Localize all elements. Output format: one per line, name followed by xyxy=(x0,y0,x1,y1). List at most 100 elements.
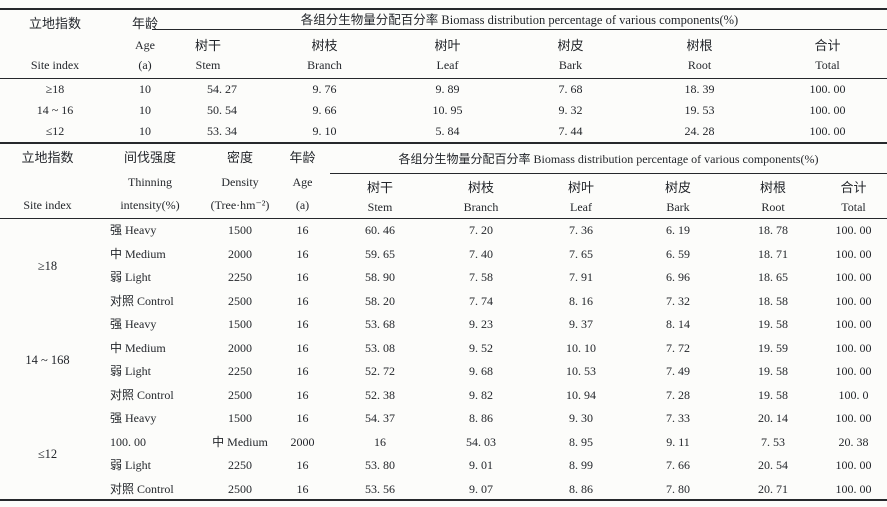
stem-value-cell: 52. 72 xyxy=(365,364,395,378)
stem-label-zh: 树干 xyxy=(194,37,221,53)
density-cell: 1500 xyxy=(228,411,252,425)
site-index-cell: 14 ~ 16 xyxy=(36,103,74,117)
total-value-cell: 100. 00 xyxy=(835,340,872,355)
branch-value-cell: 7. 58 xyxy=(469,270,493,284)
site-index-label-zh: 立地指数 xyxy=(28,16,81,31)
age-cell: 16 xyxy=(296,223,309,237)
table-row: ≥18 10 54. 27 9. 76 9. 89 7. 68 18. 39 1… xyxy=(0,79,887,100)
root-label-zh: 树根 xyxy=(759,179,786,195)
root-value-cell: 20. 71 xyxy=(758,481,788,496)
biomass-distribution-table: 立地指数 Site index 年龄 Age (a) 各组分生物量分配百分率 B… xyxy=(0,8,887,501)
leaf-value-cell: 9. 37 xyxy=(569,317,593,331)
bark-value-cell: 7. 32 xyxy=(666,293,690,308)
table-row: 14 ~ 16 10 50. 54 9. 66 10. 95 9. 32 19.… xyxy=(0,100,887,121)
table1-col-header-root: 树根 Root xyxy=(631,30,768,78)
total-value-cell: 100. 0 xyxy=(838,387,869,402)
age-cell: 16 xyxy=(296,458,309,472)
branch-value-cell: 7. 40 xyxy=(469,246,493,261)
bark-value-cell: 6. 96 xyxy=(666,270,690,284)
age-cell: 16 xyxy=(296,317,309,331)
density-cell: 2250 xyxy=(228,270,252,284)
age-cell: 10 xyxy=(139,124,151,138)
density-cell-misaligned: 中 Medium xyxy=(212,434,268,449)
stem-value-cell: 52. 38 xyxy=(365,387,395,402)
site-index-label-en: Site index xyxy=(30,58,80,72)
total-label-en: Total xyxy=(841,199,866,214)
total-value-cell: 100. 00 xyxy=(835,223,872,237)
root-value-cell: 19. 58 xyxy=(758,364,788,378)
site-group-14-168: 14 ~ 168 强 Heavy 1500 16 53. 68 9. 23 9.… xyxy=(0,313,887,407)
table2-col-header-site-index: 立地指数 Site index xyxy=(0,144,95,218)
table1-col-header-age: 年龄 Age (a) xyxy=(110,10,180,78)
table1-biomass-span-title: 各组分生物量分配百分率 Biomass distribution percent… xyxy=(152,10,887,30)
age-cell: 16 xyxy=(296,270,309,284)
table1-biomass-span-header: 各组分生物量分配百分率 Biomass distribution percent… xyxy=(152,10,887,78)
table2-col-header-total: 合计 Total xyxy=(820,174,887,218)
table2-col-header-leaf: 树叶 Leaf xyxy=(532,174,630,218)
total-value-cell: 100. 00 xyxy=(809,103,846,117)
branch-value-cell: 7. 74 xyxy=(469,293,493,308)
age-label-zh: 年龄 xyxy=(289,150,316,165)
site-index-cell: ≤12 xyxy=(45,124,65,138)
leaf-value-cell: 7. 65 xyxy=(569,246,593,261)
leaf-value-cell: 7. 36 xyxy=(569,223,593,237)
root-label-en: Root xyxy=(687,57,712,72)
table1-component-headers: 树干 Stem 树枝 Branch 树叶 Leaf 树皮 Bark 树根 R xyxy=(152,30,887,78)
age-cell: 10 xyxy=(139,82,151,96)
table2-header: 立地指数 Site index 间伐强度 Thinning intensity(… xyxy=(0,144,887,219)
table1-col-header-stem: 树干 Stem xyxy=(152,30,264,78)
site-index-cell: ≤12 xyxy=(37,446,58,461)
age-label-en: Age xyxy=(292,174,313,189)
branch-value-cell: 9. 76 xyxy=(312,82,337,96)
bark-value-cell: 9. 32 xyxy=(558,103,583,117)
table1-col-header-site-index: 立地指数 Site index xyxy=(0,10,110,78)
root-value-cell: 20. 54 xyxy=(758,458,788,472)
table2-body: ≥18 强 Heavy 1500 16 60. 46 7. 20 7. 36 6… xyxy=(0,219,887,501)
density-cell: 2000 xyxy=(228,246,252,261)
site-group-ge18: ≥18 强 Heavy 1500 16 60. 46 7. 20 7. 36 6… xyxy=(0,219,887,313)
stem-label-en: Stem xyxy=(367,199,393,214)
thinning-cell: 强 Heavy xyxy=(110,223,157,237)
leaf-value-cell: 8. 86 xyxy=(569,481,593,496)
age-cell: 16 xyxy=(296,293,309,308)
stem-value-cell: 58. 90 xyxy=(365,270,395,284)
root-value-cell: 20. 14 xyxy=(758,411,788,425)
table2-component-headers: 树干 Stem 树枝 Branch 树叶 Leaf 树皮 Bark 树根 R xyxy=(330,174,887,218)
leaf-label-zh: 树叶 xyxy=(434,37,461,53)
leaf-value-cell: 10. 94 xyxy=(566,387,596,402)
root-value-cell: 24. 28 xyxy=(684,124,715,138)
bark-value-cell: 8. 14 xyxy=(666,317,690,331)
bark-label-zh: 树皮 xyxy=(557,37,584,53)
bark-value-cell: 7. 72 xyxy=(666,340,690,355)
table2-biomass-span-title: 各组分生物量分配百分率 Biomass distribution percent… xyxy=(330,144,887,174)
stem-value-cell: 53. 68 xyxy=(365,317,395,331)
bark-value-cell: 6. 59 xyxy=(666,246,690,261)
stem-value-cell: 53. 08 xyxy=(365,340,395,355)
table1-header: 立地指数 Site index 年龄 Age (a) 各组分生物量分配百分率 B… xyxy=(0,10,887,79)
bark-label-en: Bark xyxy=(558,57,583,72)
thinning-label-en: Thinning xyxy=(128,174,172,189)
bark-label-en: Bark xyxy=(666,199,690,214)
age-cell: 16 xyxy=(296,387,309,402)
stem-value-cell: 59. 65 xyxy=(365,246,395,261)
branch-label-en: Branch xyxy=(463,199,499,214)
total-value-cell: 100. 00 xyxy=(809,124,846,138)
leaf-value-cell: 8. 99 xyxy=(569,458,593,472)
stem-label-zh: 树干 xyxy=(366,179,393,195)
bark-value-cell: 7. 44 xyxy=(558,124,583,138)
stem-value-cell: 54. 27 xyxy=(207,82,237,96)
total-value-cell: 100. 00 xyxy=(835,293,872,308)
bark-value-cell-misaligned: 9. 11 xyxy=(666,434,690,449)
leaf-value-cell: 10. 10 xyxy=(566,340,596,355)
density-cell: 1500 xyxy=(228,223,252,237)
thinning-cell: 强 Heavy xyxy=(110,317,157,331)
bark-label-zh: 树皮 xyxy=(664,179,691,195)
table2-col-header-age: 年龄 Age (a) xyxy=(275,144,330,218)
table1-col-header-total: 合计 Total xyxy=(768,30,887,78)
table2-biomass-span-header: 各组分生物量分配百分率 Biomass distribution percent… xyxy=(330,144,887,218)
stem-value-cell: 60. 46 xyxy=(365,223,395,237)
table-row: ≤12 10 53. 34 9. 10 5. 84 7. 44 24. 28 1… xyxy=(0,121,887,142)
density-unit-label: (Tree·hm⁻²) xyxy=(210,198,270,212)
total-value-cell: 100. 00 xyxy=(835,317,872,331)
table1-col-header-bark: 树皮 Bark xyxy=(510,30,631,78)
